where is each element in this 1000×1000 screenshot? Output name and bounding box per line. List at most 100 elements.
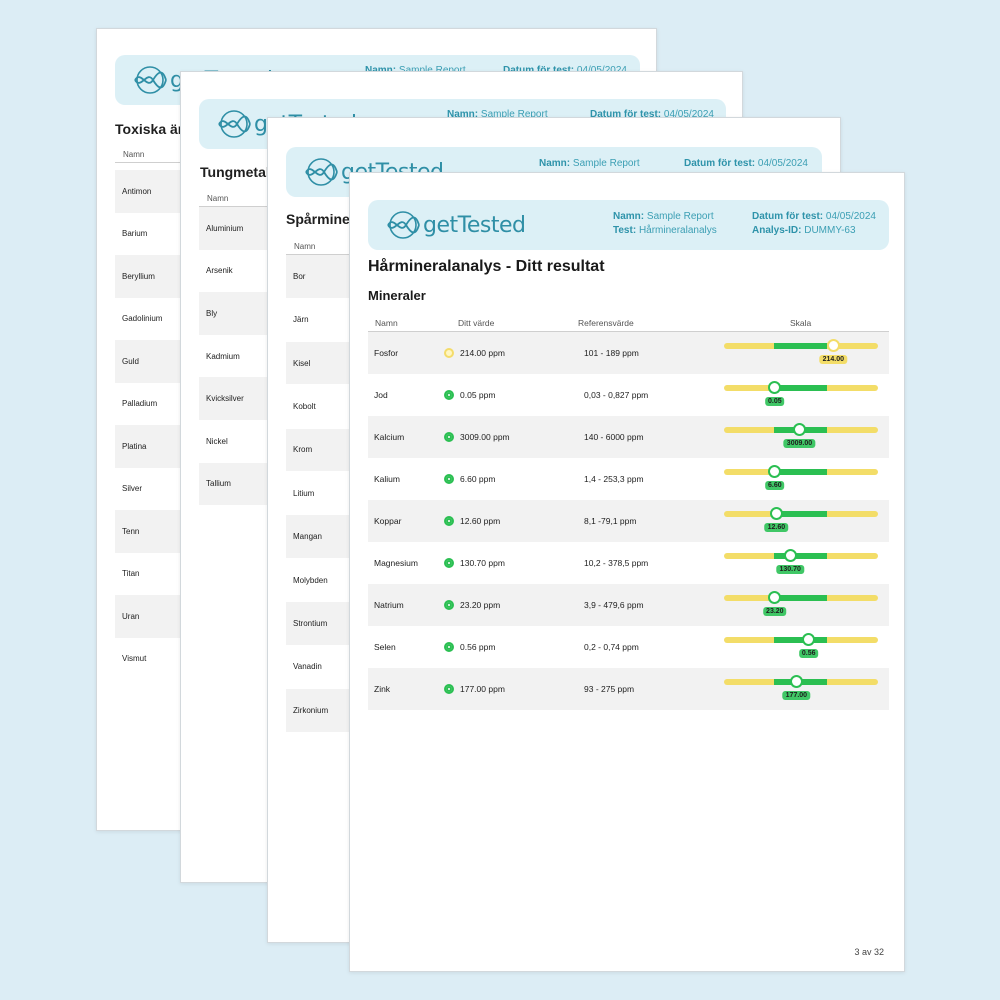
test-date: Datum för test: 04/05/2024: [590, 109, 714, 120]
value-text: 23.20 ppm: [460, 600, 501, 610]
reference-range: 140 - 6000 ppm: [584, 432, 644, 442]
brand-logo: getTested: [386, 210, 526, 240]
element-name: Litium: [293, 488, 315, 498]
test-date: Datum för test: 04/05/2024: [684, 158, 808, 169]
element-name: Kisel: [293, 358, 311, 368]
scale-normal-range: [774, 343, 827, 349]
scale-value-tag: 0.05: [765, 397, 785, 406]
test-date: Datum för test: 04/05/2024: [752, 211, 876, 222]
section-title: Tungmetaller: [200, 164, 287, 180]
scale-bar: [724, 595, 878, 601]
scale-bar: [724, 343, 878, 349]
reference-range: 0,2 - 0,74 ppm: [584, 642, 639, 652]
value-text: 177.00 ppm: [460, 684, 505, 694]
scale-value-tag: 130.70: [776, 565, 804, 574]
table-row: Arsenik: [199, 250, 726, 293]
report-meta-left: Namn: Sample Report Test: Hårmineralanal…: [613, 210, 717, 238]
table-row: Barium: [115, 213, 640, 256]
element-name: Platina: [122, 441, 147, 451]
table-row: Gadolinium: [115, 298, 640, 341]
mineral-value: 0.05 ppm: [444, 374, 495, 416]
mineral-name: Koppar: [374, 516, 402, 526]
table-row: Silver: [115, 468, 640, 511]
report-name: Namn: Sample Report: [447, 109, 548, 120]
table-row: Kalium 6.60 ppm 1,4 - 253,3 ppm 6.60: [368, 458, 889, 500]
page-header-banner: getTested Namn: Sample Report Test: Hårm…: [368, 200, 889, 250]
report-name: Namn: Sample Report: [365, 64, 466, 78]
element-name: Järn: [293, 315, 309, 325]
report-name: Namn: Sample Report: [613, 211, 714, 222]
element-name: Uran: [122, 611, 140, 621]
status-indicator-icon: [444, 642, 454, 652]
mineral-name: Selen: [374, 642, 396, 652]
mineral-name: Jod: [374, 390, 388, 400]
dna-icon: [218, 110, 251, 138]
scale-value-tag: 23.20: [763, 607, 787, 616]
report-page-results: getTested Namn: Sample Report Test: Hårm…: [349, 172, 905, 972]
scale-marker: [792, 423, 806, 436]
table-row: Palladium: [115, 383, 640, 426]
element-name: Tenn: [122, 526, 140, 536]
scale-marker: [769, 507, 783, 520]
mineral-value: 0.56 ppm: [444, 626, 495, 668]
element-name: Guld: [122, 356, 139, 366]
mineral-name: Natrium: [374, 600, 404, 610]
element-name: Titan: [122, 569, 140, 579]
scale-value-tag: 177.00: [782, 691, 811, 700]
mineral-name: Zink: [374, 684, 391, 694]
scale-bar: [724, 385, 878, 391]
scale-gauge: 177.00: [724, 668, 878, 710]
scale-marker: [789, 675, 803, 688]
reference-range: 8,1 -79,1 ppm: [584, 516, 637, 526]
scale-normal-range: [774, 511, 827, 517]
table-row: Selen 0.56 ppm 0,2 - 0,74 ppm 0.56: [368, 626, 889, 668]
element-name: Mangan: [293, 532, 322, 542]
scale-gauge: 130.70: [724, 542, 878, 584]
scale-bar: [724, 469, 878, 475]
reference-range: 10,2 - 378,5 ppm: [584, 558, 649, 568]
scale-normal-range: [774, 637, 827, 643]
status-indicator-icon: [444, 474, 454, 484]
status-indicator-icon: [444, 348, 454, 358]
table-row: Litium: [286, 472, 822, 515]
value-text: 6.60 ppm: [460, 474, 496, 484]
mineral-name: Magnesium: [374, 558, 418, 568]
reference-range: 101 - 189 ppm: [584, 348, 639, 358]
dna-icon: [134, 66, 167, 94]
reference-range: 3,9 - 479,6 ppm: [584, 600, 644, 610]
test-date: Datum för test: 04/05/2024: [503, 64, 627, 78]
element-name: Beryllium: [122, 271, 155, 281]
column-name-header: Namn: [294, 242, 316, 251]
scale-value-tag: 12.60: [764, 523, 789, 532]
element-name: Kobolt: [293, 401, 316, 411]
status-indicator-icon: [444, 600, 454, 610]
column-header-reference: Referensvärde: [578, 318, 634, 328]
mineral-name: Kalcium: [374, 432, 405, 442]
report-meta-right: Datum för test: 04/05/2024 Analys-ID: DU…: [752, 210, 876, 238]
scale-marker: [768, 591, 782, 604]
scale-normal-range: [774, 553, 827, 559]
element-name: Arsenik: [206, 266, 233, 276]
element-name: Kadmium: [206, 351, 240, 361]
dna-icon: [305, 158, 338, 186]
table-row: Magnesium 130.70 ppm 10,2 - 378,5 ppm 130.7…: [368, 542, 889, 584]
scale-gauge: 0.05: [724, 374, 878, 416]
mineral-name: Kalium: [374, 474, 400, 484]
scale-bar: [724, 553, 878, 559]
scale-bar: [724, 637, 878, 643]
status-indicator-icon: [444, 516, 454, 526]
mineral-value: 3009.00 ppm: [444, 416, 510, 458]
element-name: Antimon: [122, 186, 152, 196]
table-row: Jod 0.05 ppm 0,03 - 0,827 ppm 0.05: [368, 374, 889, 416]
test-type: Test: Hårmineralanalys: [613, 225, 717, 236]
table-row: Fosfor 214.00 ppm 101 - 189 ppm 214.00: [368, 332, 889, 374]
status-indicator-icon: [444, 390, 454, 400]
page-number: 3 av 32: [854, 947, 884, 957]
element-name: Bor: [293, 271, 306, 281]
value-text: 214.00 ppm: [460, 348, 505, 358]
mineral-value: 214.00 ppm: [444, 332, 505, 374]
scale-normal-range: [774, 385, 827, 391]
report-name: Namn: Sample Report: [539, 158, 640, 169]
element-name: Vismut: [122, 654, 147, 664]
table-row: Koppar 12.60 ppm 8,1 -79,1 ppm 12.60: [368, 500, 889, 542]
